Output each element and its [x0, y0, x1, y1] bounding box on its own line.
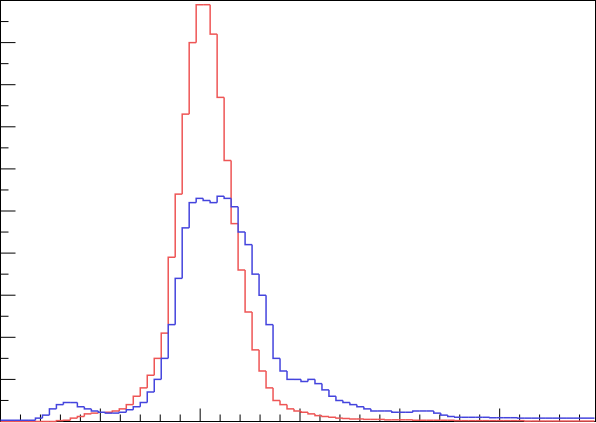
histogram-step	[293, 408, 301, 412]
histogram-step	[370, 408, 378, 412]
histogram-step	[363, 406, 371, 410]
histogram-step	[69, 417, 78, 421]
histogram-step	[286, 404, 295, 410]
histogram-step	[237, 223, 246, 271]
histogram-step	[328, 389, 336, 397]
histogram-step	[265, 370, 274, 389]
histogram-step	[188, 201, 197, 228]
histogram-step	[167, 323, 176, 359]
histogram-step	[188, 41, 197, 115]
histogram-step	[76, 415, 85, 419]
histogram-step	[300, 410, 308, 413]
histogram-step	[307, 378, 315, 382]
histogram-step	[223, 196, 232, 200]
histogram-step	[446, 415, 455, 418]
histogram-step	[272, 387, 281, 402]
histogram-step	[335, 396, 343, 402]
histogram-step	[48, 408, 57, 416]
histogram-step	[307, 412, 315, 415]
histogram-step	[167, 256, 176, 334]
histogram-step	[342, 400, 350, 404]
histogram-step	[153, 357, 162, 376]
histogram-step	[174, 277, 183, 325]
histogram-step	[314, 379, 322, 385]
histogram-step	[90, 412, 99, 414]
histogram-step	[125, 403, 134, 409]
histogram-step	[237, 206, 246, 233]
histogram-step	[97, 410, 106, 413]
histogram-step	[209, 4, 218, 35]
histogram-step	[160, 357, 169, 380]
histogram-step	[146, 374, 155, 388]
histogram-step	[104, 412, 113, 414]
histogram-step	[195, 197, 204, 203]
histogram-step	[265, 295, 274, 326]
histogram-step	[328, 416, 336, 419]
histogram-step	[132, 406, 141, 410]
histogram-step	[55, 403, 64, 409]
histogram-step	[335, 417, 343, 419]
histogram-step	[90, 408, 99, 412]
histogram-step	[41, 414, 50, 419]
histogram-step	[230, 160, 239, 225]
histogram-step	[55, 419, 64, 422]
histogram-step	[251, 312, 260, 351]
histogram-step	[258, 349, 267, 372]
histogram-step	[279, 358, 288, 372]
histogram-step	[139, 401, 148, 407]
histogram-step	[146, 391, 155, 403]
histogram-step	[111, 410, 120, 413]
histogram-step	[321, 415, 329, 418]
histogram-step	[118, 408, 127, 411]
histogram-step	[209, 200, 218, 204]
histogram-step	[349, 402, 357, 406]
histogram-step	[321, 383, 329, 391]
histogram-step	[300, 379, 308, 383]
histogram-step	[433, 410, 441, 414]
histogram-step	[223, 97, 232, 162]
histogram-step	[34, 417, 43, 421]
histogram-step	[202, 198, 211, 202]
histogram-step	[216, 195, 225, 203]
histogram-step	[279, 400, 288, 406]
histogram-step	[195, 3, 204, 43]
histogram-step	[181, 113, 190, 195]
histogram-step	[118, 411, 127, 414]
histogram-step	[125, 408, 134, 413]
histogram-step	[453, 416, 462, 419]
histogram-step	[272, 324, 281, 360]
histogram-step	[244, 269, 253, 313]
histogram-step	[76, 402, 85, 408]
histogram-step	[440, 413, 448, 416]
histogram-step	[314, 413, 322, 417]
histogram-step	[62, 401, 71, 405]
histogram-step	[216, 34, 225, 99]
histogram-step	[132, 395, 141, 405]
histogram-step	[251, 244, 260, 275]
histogram-step	[153, 378, 162, 393]
histogram-step	[83, 413, 92, 417]
histogram-step	[160, 332, 169, 359]
histogram-step	[356, 404, 364, 408]
histogram-step	[139, 387, 148, 397]
histogram-step	[244, 232, 253, 246]
histogram-step	[230, 198, 239, 208]
histogram-step	[83, 406, 92, 410]
histogram-step	[391, 410, 399, 413]
histogram-step	[258, 274, 267, 296]
histogram-step	[412, 410, 420, 413]
histogram-step	[181, 227, 190, 279]
histogram-step	[286, 370, 295, 381]
histogram-step	[174, 193, 183, 258]
